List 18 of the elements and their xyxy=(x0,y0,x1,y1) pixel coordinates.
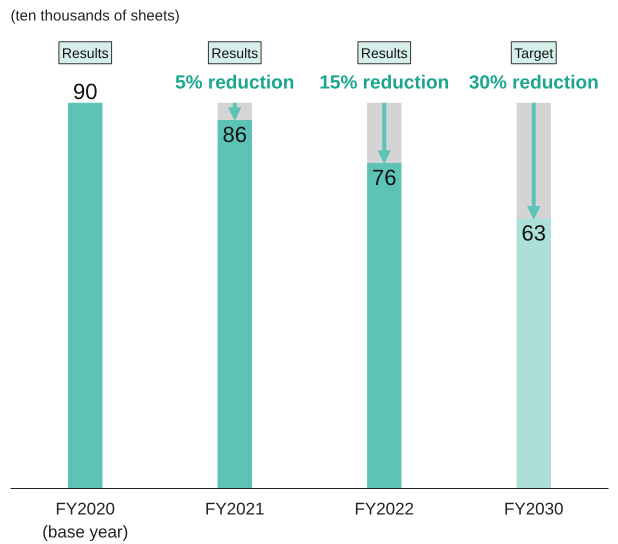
x-tick-label: FY2022 xyxy=(354,500,414,518)
data-label: 76 xyxy=(372,164,396,190)
annotation: 15% reduction xyxy=(319,72,450,94)
annotation: Target xyxy=(514,44,554,61)
data-label: 63 xyxy=(522,220,546,246)
bar xyxy=(68,102,102,488)
x-tick-label: FY2020 (base year) xyxy=(42,500,128,542)
annotation: Results xyxy=(360,44,408,61)
text: (ten thousands of sheets) xyxy=(10,8,180,24)
bar xyxy=(516,218,551,488)
annotation: Results xyxy=(62,44,109,61)
annotation: Results xyxy=(211,44,258,61)
annotation: 30% reduction xyxy=(468,72,599,94)
x-tick-label: FY2021 xyxy=(204,500,265,518)
data-label: 90 xyxy=(73,78,98,104)
x-tick-label: FY2030 xyxy=(504,500,564,518)
data-label: 86 xyxy=(222,122,247,147)
annotation: 5% reduction xyxy=(175,72,294,94)
